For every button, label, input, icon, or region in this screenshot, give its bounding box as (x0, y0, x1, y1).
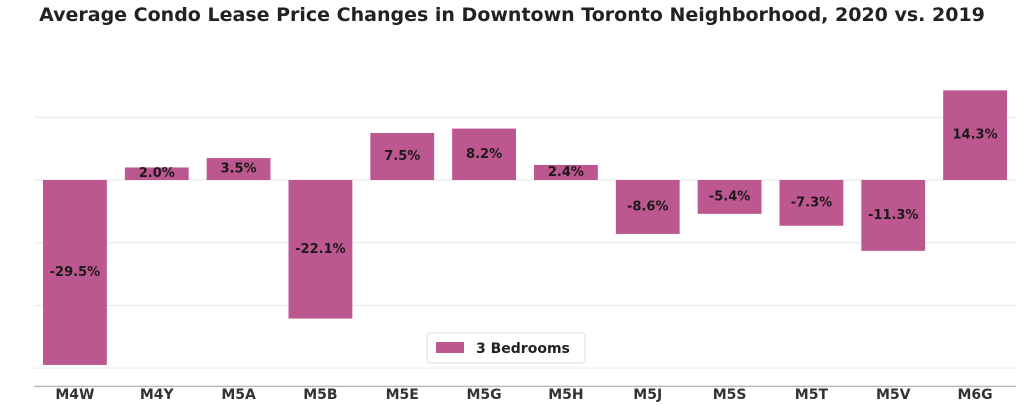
x-tick-m5g: M5G (466, 387, 501, 403)
bar-m5g (452, 128, 516, 180)
bar-m6g (943, 90, 1007, 180)
data-label-m5j: -8.6% (627, 199, 668, 214)
data-label-m5t: -7.3% (791, 195, 832, 210)
data-label-m5a: 3.5% (221, 162, 257, 177)
bar-m5t (779, 180, 844, 226)
bar-m5a (206, 158, 271, 180)
bar-m5v (861, 180, 926, 251)
x-tick-m6g: M6G (957, 387, 992, 403)
x-tick-m5e: M5E (386, 387, 419, 403)
data-label-m5h: 2.4% (548, 165, 584, 180)
data-label-m6g: 14.3% (953, 128, 998, 143)
x-tick-m5s: M5S (713, 387, 747, 403)
x-tick-labels: M4W M4Y M5A M5B M5E M5G M5H M5J M5S M5T M5V M6G (55, 387, 992, 403)
data-label-m4w: -29.5% (50, 265, 101, 280)
x-tick-m5t: M5T (795, 387, 829, 403)
chart-title: Average Condo Lease Price Changes in Dow… (39, 4, 985, 26)
bar-m5b (288, 180, 353, 319)
x-tick-m5v: M5V (876, 387, 911, 403)
x-tick-m5a: M5A (221, 387, 256, 403)
data-labels: -29.5% 2.0% 3.5% -22.1% 7.5% 8.2% 2.4% -8.6% -5.… (50, 128, 998, 280)
bar-m4y (124, 167, 189, 180)
data-label-m5e: 7.5% (384, 149, 420, 164)
data-label-m5g: 8.2% (466, 147, 502, 162)
bars (43, 90, 1007, 365)
x-tick-m5h: M5H (548, 387, 583, 403)
bar-m5s (697, 180, 762, 214)
x-tick-m5b: M5B (303, 387, 337, 403)
bar-m5h (534, 164, 598, 180)
legend-swatch (436, 342, 464, 353)
legend: 3 Bedrooms (426, 332, 586, 364)
grid-lines (34, 116, 1016, 369)
x-tick-m4y: M4Y (140, 387, 175, 403)
bar-m4w (43, 180, 107, 365)
legend-box (426, 332, 586, 364)
data-label-m5b: -22.1% (295, 242, 346, 257)
data-label-m5v: -11.3% (868, 208, 919, 223)
data-label-m5s: -5.4% (709, 189, 750, 204)
bar-m5j (615, 180, 680, 234)
legend-label: 3 Bedrooms (476, 341, 570, 357)
bar-m5e (370, 132, 435, 180)
data-label-m4y: 2.0% (139, 166, 175, 181)
x-tick-m5j: M5J (633, 387, 662, 403)
x-tick-m4w: M4W (55, 387, 94, 403)
